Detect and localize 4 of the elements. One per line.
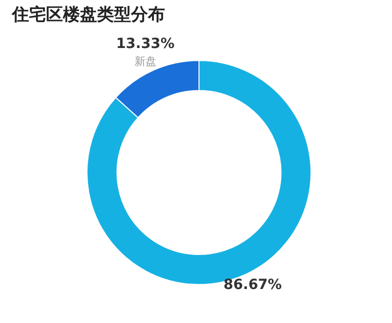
data-label: 13.33% bbox=[116, 36, 174, 52]
slice-label: 新盘 bbox=[134, 54, 156, 68]
chart-title: 住宅区楼盘类型分布 bbox=[11, 5, 165, 25]
data-label: 86.67% bbox=[224, 277, 282, 294]
